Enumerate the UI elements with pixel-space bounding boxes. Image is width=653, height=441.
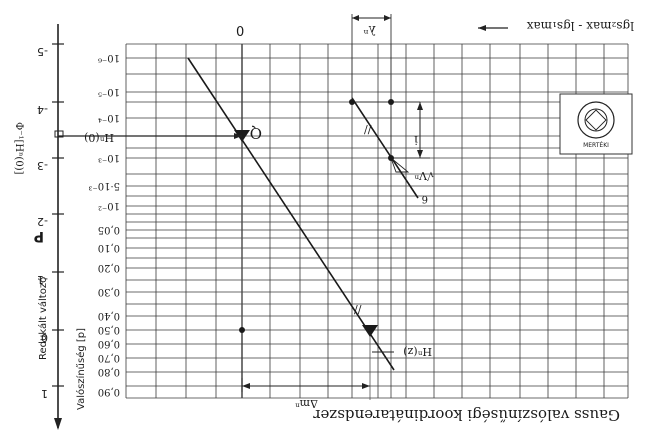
probability-tick-label-15: 0,90 <box>98 386 120 397</box>
point-d <box>239 327 245 333</box>
probability-tick-label-8: 0,20 <box>98 262 120 273</box>
slash-mark-top: // <box>364 123 372 136</box>
lambda-dimension: λⁿ <box>352 15 391 37</box>
v-label: √Vⁿ <box>414 169 434 182</box>
probability-tick-label-10: 0,40 <box>98 310 120 321</box>
reduced-tick-label-1: -4 <box>37 103 48 116</box>
point-a <box>349 99 355 105</box>
probability-tick-label-12: 0,60 <box>98 338 120 349</box>
delta-m-dimension: Δmⁿ <box>241 378 370 410</box>
slash-mark-bottom: // <box>354 303 362 316</box>
probability-tick-labels: 10⁻⁶ 10⁻⁵ 10⁻⁴ 10⁻³ 5·10⁻³ 10⁻² 0,05 0,10 0,20 0,… <box>88 52 120 397</box>
probability-tick-label-13: 0,70 <box>98 352 120 363</box>
probability-tick-label-4: 5·10⁻³ <box>88 180 120 191</box>
top-zero-label: 0 <box>236 25 244 40</box>
top-right-label-group: lgs₂max - lgs₁max <box>478 19 634 33</box>
hz-label: Hⁿ(z) <box>403 345 432 358</box>
main-regression-line <box>187 57 395 371</box>
probability-tick-label-14: 0,80 <box>98 366 120 377</box>
probability-tick-label-11: 0,50 <box>98 324 120 335</box>
point-b <box>388 99 394 105</box>
probability-tick-label-5: 10⁻² <box>98 200 120 211</box>
probability-tick-label-9: 0,30 <box>98 286 120 297</box>
reduced-variable-axis: -5 -4 -3 -2 -1 0 1 <box>37 24 64 430</box>
probability-tick-label-2: 10⁻⁴ <box>98 112 120 123</box>
reduced-tick-label-2: -3 <box>37 159 48 172</box>
triangle-marker-bottom <box>362 325 378 337</box>
lambda-label: λⁿ <box>363 23 376 37</box>
reduced-tick-label-6: 1 <box>41 387 48 400</box>
secondary-line <box>351 97 419 199</box>
reduced-axis-subtitle: Redukált változó <box>37 277 49 360</box>
reduced-tick-label-0: -5 <box>37 45 48 58</box>
q-label: Q <box>250 124 262 142</box>
probability-tick-label-1: 10⁻⁵ <box>98 86 120 97</box>
bottom-title: Gauss valószínűségi koordinátarendszer <box>312 406 620 424</box>
reduced-axis-title: P <box>34 228 44 244</box>
reduced-tick-label-3: -2 <box>37 215 48 228</box>
probability-tick-label-0: 10⁻⁶ <box>98 52 120 63</box>
six-label: 6 <box>422 193 428 204</box>
probability-tick-label-7: 0,10 <box>98 242 120 253</box>
probability-axis-title: Valószínűség [p] <box>75 328 87 410</box>
probability-tick-label-3: 10⁻³ <box>98 152 120 163</box>
phi-label: Φ⁻¹[Hⁿ(0)] <box>13 122 24 175</box>
probability-tick-label-6: 0,05 <box>98 224 120 235</box>
reduced-tick-label-4: -1 <box>37 273 48 286</box>
reduced-tick-label-5: 0 <box>41 331 48 344</box>
i-dimension: i <box>414 102 423 158</box>
point-c <box>388 155 394 161</box>
stamp-logo: MERTÉKI <box>559 93 633 155</box>
h0-label: Hⁿ(0) <box>84 131 114 144</box>
i-label: i <box>414 133 418 147</box>
top-right-label: lgs₂max - lgs₁max <box>527 19 634 33</box>
delta-m-label: Δmⁿ <box>295 397 318 410</box>
stamp-text: MERTÉKI <box>583 141 609 149</box>
